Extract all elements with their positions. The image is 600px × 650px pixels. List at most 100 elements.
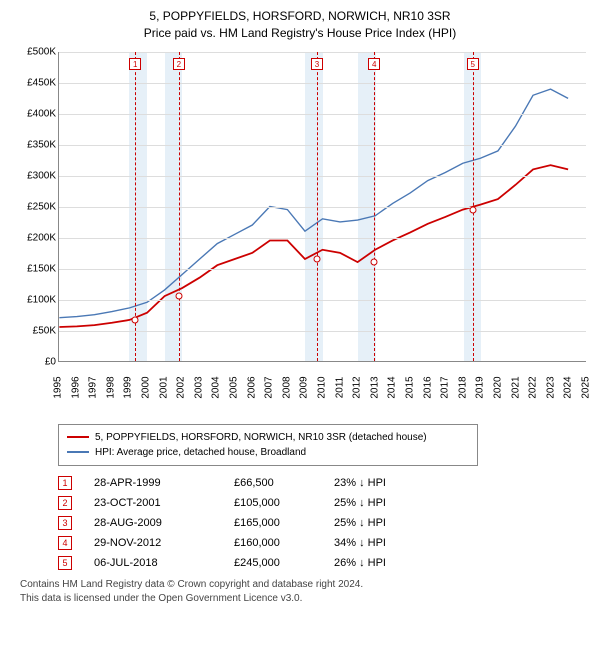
- sales-date: 23-OCT-2001: [94, 497, 234, 509]
- chart-container: 5, POPPYFIELDS, HORSFORD, NORWICH, NR10 …: [0, 0, 600, 614]
- plot-area: 1 2 3 4 5: [58, 52, 586, 362]
- y-axis-label: £250K: [27, 201, 56, 212]
- x-axis-label: 1999: [123, 376, 134, 398]
- x-axis-label: 2008: [281, 376, 292, 398]
- sales-row: 429-NOV-2012£160,00034% ↓ HPI: [58, 536, 590, 550]
- gridline: [59, 238, 586, 239]
- x-axis-label: 2025: [581, 376, 592, 398]
- x-axis-label: 2016: [422, 376, 433, 398]
- legend-label: 5, POPPYFIELDS, HORSFORD, NORWICH, NR10 …: [95, 430, 427, 445]
- sale-marker-index: 4: [368, 58, 380, 70]
- gridline: [59, 145, 586, 146]
- gridline: [59, 114, 586, 115]
- y-axis-label: £0: [45, 356, 56, 367]
- x-axis-label: 2017: [440, 376, 451, 398]
- gridline: [59, 300, 586, 301]
- title-subtitle: Price paid vs. HM Land Registry's House …: [10, 25, 590, 42]
- sale-marker-index: 5: [467, 58, 479, 70]
- x-axis-label: 1997: [88, 376, 99, 398]
- x-axis-label: 2014: [387, 376, 398, 398]
- sale-point: [469, 206, 476, 213]
- gridline: [59, 83, 586, 84]
- sales-index: 5: [58, 556, 72, 570]
- sale-marker-index: 3: [311, 58, 323, 70]
- sales-date: 28-AUG-2009: [94, 517, 234, 529]
- x-axis-label: 2012: [352, 376, 363, 398]
- y-axis-label: £400K: [27, 108, 56, 119]
- x-axis-label: 1998: [105, 376, 116, 398]
- y-axis-label: £300K: [27, 170, 56, 181]
- sales-row: 328-AUG-2009£165,00025% ↓ HPI: [58, 516, 590, 530]
- y-axis-label: £500K: [27, 46, 56, 57]
- x-axis-label: 2020: [493, 376, 504, 398]
- x-axis-label: 2004: [211, 376, 222, 398]
- x-axis-label: 2001: [158, 376, 169, 398]
- sale-point: [132, 317, 139, 324]
- sale-marker-line: [135, 52, 136, 361]
- gridline: [59, 207, 586, 208]
- y-axis-label: £50K: [33, 325, 56, 336]
- sales-row: 2 23-OCT-2001£105,00025% ↓ HPI: [58, 496, 590, 510]
- x-axis-label: 1996: [70, 376, 81, 398]
- sales-date: 28-APR-1999: [94, 477, 234, 489]
- legend-label: HPI: Average price, detached house, Broa…: [95, 445, 306, 460]
- footer-line: Contains HM Land Registry data © Crown c…: [20, 578, 590, 592]
- sale-point: [314, 256, 321, 263]
- gridline: [59, 176, 586, 177]
- legend-swatch: [67, 436, 89, 438]
- x-axis-label: 2005: [229, 376, 240, 398]
- sales-index: 4: [58, 536, 72, 550]
- x-axis-label: 2011: [334, 376, 345, 398]
- x-axis-label: 2006: [246, 376, 257, 398]
- sales-price: £245,000: [234, 557, 334, 569]
- x-axis-label: 1995: [53, 376, 64, 398]
- x-axis-label: 2002: [176, 376, 187, 398]
- footer-line: This data is licensed under the Open Gov…: [20, 592, 590, 606]
- x-axis-label: 2018: [457, 376, 468, 398]
- sales-diff: 26% ↓ HPI: [334, 557, 386, 569]
- gridline: [59, 331, 586, 332]
- x-axis-label: 2015: [405, 376, 416, 398]
- y-axis-label: £200K: [27, 232, 56, 243]
- x-axis-label: 2023: [545, 376, 556, 398]
- legend-item: 5, POPPYFIELDS, HORSFORD, NORWICH, NR10 …: [67, 430, 469, 445]
- sales-date: 29-NOV-2012: [94, 537, 234, 549]
- x-axis-label: 2013: [369, 376, 380, 398]
- sale-marker-line: [317, 52, 318, 361]
- legend: 5, POPPYFIELDS, HORSFORD, NORWICH, NR10 …: [58, 424, 478, 466]
- x-axis-label: 2010: [317, 376, 328, 398]
- y-axis-label: £450K: [27, 77, 56, 88]
- y-axis-label: £150K: [27, 263, 56, 274]
- footer: Contains HM Land Registry data © Crown c…: [20, 578, 590, 606]
- y-axis-label: £100K: [27, 294, 56, 305]
- gridline: [59, 52, 586, 53]
- title-address: 5, POPPYFIELDS, HORSFORD, NORWICH, NR10 …: [10, 8, 590, 25]
- sale-marker-line: [374, 52, 375, 361]
- chart: 1 2 3 4 5 £0 £50K £100K £150K £200K £250K £300K £35…: [10, 48, 590, 418]
- x-axis-label: 2009: [299, 376, 310, 398]
- x-axis-label: 2022: [528, 376, 539, 398]
- sales-date: 06-JUL-2018: [94, 557, 234, 569]
- sales-table: 128-APR-1999£66,50023% ↓ HPI223-OCT-2001…: [58, 476, 590, 570]
- legend-item: HPI: Average price, detached house, Broa…: [67, 445, 469, 460]
- sales-diff: 25% ↓ HPI: [334, 517, 386, 529]
- x-axis-label: 2024: [563, 376, 574, 398]
- sale-marker-index: 1: [129, 58, 141, 70]
- sales-diff: 25% ↓ HPI: [334, 497, 386, 509]
- sales-row: 5 06-JUL-2018£245,00026% ↓ HPI: [58, 556, 590, 570]
- sales-index: 1: [58, 476, 72, 490]
- sales-row: 128-APR-1999£66,50023% ↓ HPI: [58, 476, 590, 490]
- x-axis-label: 2000: [141, 376, 152, 398]
- sale-point: [175, 293, 182, 300]
- sale-marker-line: [179, 52, 180, 361]
- y-axis-label: £350K: [27, 139, 56, 150]
- sales-diff: 34% ↓ HPI: [334, 537, 386, 549]
- sale-marker-index: 2: [173, 58, 185, 70]
- x-axis-label: 2007: [264, 376, 275, 398]
- sales-price: £105,000: [234, 497, 334, 509]
- gridline: [59, 269, 586, 270]
- x-axis-label: 2019: [475, 376, 486, 398]
- x-axis-label: 2021: [510, 376, 521, 398]
- sales-index: 2: [58, 496, 72, 510]
- legend-swatch: [67, 451, 89, 453]
